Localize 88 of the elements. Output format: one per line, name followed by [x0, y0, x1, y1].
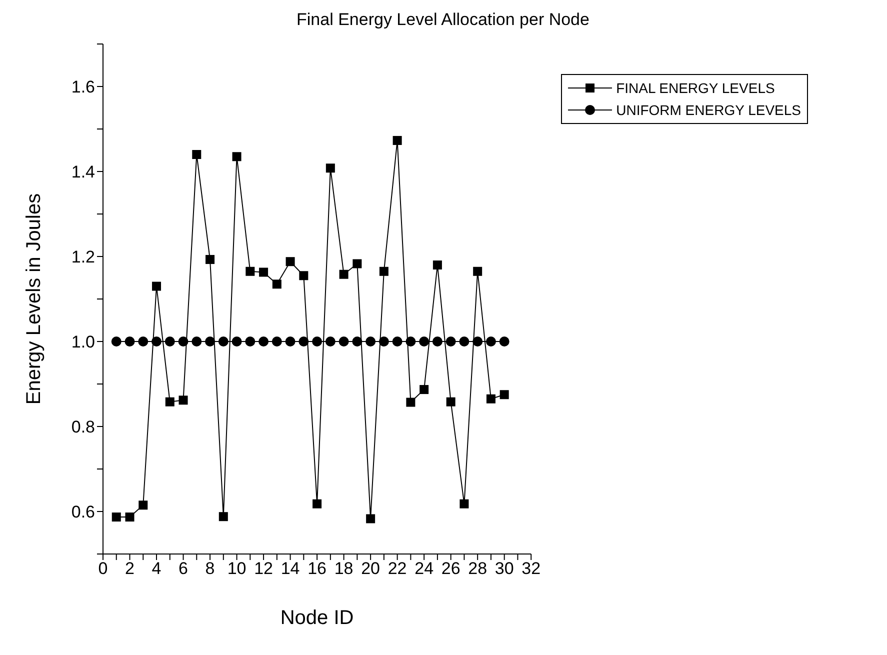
- point: [245, 336, 256, 346]
- point: [246, 266, 255, 276]
- point: [366, 514, 376, 524]
- point: [138, 336, 148, 346]
- chart-title: Final Energy Level Allocation per Node: [296, 9, 590, 31]
- point: [165, 397, 174, 406]
- point: [164, 336, 175, 346]
- point: [312, 499, 322, 508]
- point: [218, 336, 228, 346]
- point: [178, 336, 188, 346]
- x-axis-title: Node ID: [280, 607, 354, 629]
- point: [486, 394, 496, 404]
- point: [111, 336, 122, 346]
- x-tick-label: 14: [280, 559, 300, 578]
- point: [352, 259, 362, 268]
- point: [299, 271, 308, 280]
- point: [112, 512, 121, 522]
- x-tick-label: 26: [441, 559, 460, 578]
- y-tick-label: 1.2: [71, 248, 95, 267]
- point: [272, 280, 282, 289]
- x-tick-label: 22: [388, 559, 407, 578]
- x-tick-label: 16: [308, 559, 327, 578]
- point: [406, 398, 416, 407]
- point: [486, 336, 496, 346]
- point: [339, 270, 348, 279]
- x-tick-label: 18: [334, 559, 354, 578]
- point: [258, 336, 269, 346]
- point: [125, 512, 134, 522]
- point: [326, 164, 335, 173]
- point: [124, 336, 135, 346]
- point: [259, 268, 268, 277]
- point: [352, 336, 362, 346]
- x-tick-label: 8: [205, 559, 215, 578]
- point: [406, 336, 416, 346]
- x-tick-label: 20: [361, 559, 380, 578]
- point: [205, 336, 216, 346]
- point: [285, 336, 296, 346]
- point: [432, 260, 442, 270]
- point: [232, 336, 242, 346]
- y-tick-label: 0.8: [71, 418, 95, 437]
- point: [232, 152, 242, 162]
- x-tick-label: 4: [152, 559, 162, 578]
- point: [192, 150, 202, 159]
- point: [473, 266, 482, 276]
- x-tick-label: 0: [98, 559, 108, 578]
- point: [392, 136, 402, 145]
- y-tick-label: 0.6: [71, 502, 95, 522]
- x-tick-label: 12: [254, 559, 273, 578]
- legend-label: UNIFORM ENERGY LEVELS: [616, 102, 801, 118]
- x-tick-label: 6: [178, 559, 188, 578]
- point: [499, 336, 510, 346]
- point: [392, 336, 402, 346]
- x-tick-label: 32: [522, 559, 541, 578]
- point: [366, 336, 376, 346]
- point: [419, 336, 430, 346]
- point: [298, 336, 309, 346]
- y-tick-label: 1.6: [71, 78, 95, 97]
- point: [218, 512, 228, 522]
- point: [420, 385, 429, 394]
- point: [325, 336, 336, 346]
- point: [446, 336, 456, 346]
- point: [432, 336, 442, 346]
- point: [138, 500, 148, 510]
- point: [500, 390, 509, 400]
- point: [152, 282, 162, 291]
- point: [446, 397, 456, 406]
- x-tick-label: 30: [494, 559, 514, 578]
- point: [272, 336, 282, 346]
- point: [472, 336, 483, 346]
- point: [460, 499, 469, 508]
- point: [192, 336, 202, 346]
- point: [286, 257, 295, 266]
- point: [378, 336, 389, 346]
- x-tick-label: 28: [468, 559, 488, 578]
- y-tick-label: 1.0: [71, 332, 95, 352]
- x-tick-label: 10: [227, 559, 246, 578]
- x-tick-label: 24: [414, 559, 434, 578]
- point: [379, 266, 388, 276]
- y-tick-label: 1.4: [71, 162, 95, 182]
- point: [152, 336, 162, 346]
- point: [178, 396, 188, 405]
- point: [338, 336, 349, 346]
- point: [459, 336, 470, 346]
- x-tick-label: 2: [125, 559, 134, 578]
- point: [206, 254, 215, 264]
- y-axis-title: Energy Levels in Joules: [23, 193, 46, 405]
- point: [312, 336, 322, 346]
- legend-label: FINAL ENERGY LEVELS: [616, 80, 775, 96]
